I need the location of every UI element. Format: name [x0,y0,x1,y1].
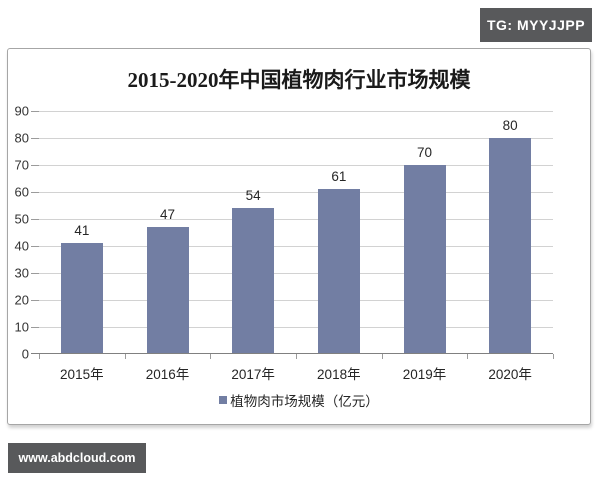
y-axis-label-30: 30 [14,265,29,281]
y-axis-label-90: 90 [14,103,29,119]
data-label-2015年: 41 [74,223,90,239]
bar-2016年 [146,227,189,353]
gridline-60 [39,192,553,193]
y-axis-label-60: 60 [14,184,29,200]
data-label-2019年: 70 [416,145,433,160]
gridline-70 [39,165,553,166]
x-axis-label-2020年: 2020年 [488,367,532,382]
plot-area: 0 10 20 30 40 50 60 70 80 90 41 2015年 47 2016年 54 2017年… [15,104,554,382]
website-badge: www.abdcloud.com [8,443,146,473]
legend-label: 植物肉市场规模（亿元） [230,394,379,409]
x-axis-tick [125,354,126,359]
y-axis-label-80: 80 [14,130,29,146]
y-axis-label-0: 0 [21,346,29,362]
y-axis-label-10: 10 [14,319,29,335]
y-tick-30 [31,273,39,274]
tg-badge: TG: MYYJJPP [480,8,592,42]
data-label-2018年: 61 [331,169,347,185]
gridline-90 [39,111,553,112]
y-tick-40 [31,246,39,247]
x-axis-tick [210,354,211,359]
bar-2020年 [489,138,532,353]
x-axis-tick [39,354,40,359]
x-axis-tick [382,354,383,359]
gridline-10 [39,327,553,328]
x-axis-label-2017年: 2017年 [231,367,275,382]
gridline-50 [39,219,553,220]
x-axis-tick [467,354,468,359]
y-tick-90 [31,111,39,112]
y-axis-label-50: 50 [14,211,29,227]
legend: 植物肉市场规模（亿元） [8,390,590,410]
y-tick-10 [31,327,39,328]
gridline-40 [39,246,553,247]
data-label-2017年: 54 [245,188,261,204]
bar-2019年 [403,165,446,353]
gridline-20 [39,300,553,301]
x-axis-line [31,353,553,354]
y-tick-20 [31,300,39,301]
gridline-30 [39,273,553,274]
y-tick-70 [31,165,39,166]
y-axis-label-40: 40 [14,238,29,254]
x-axis-tick [296,354,297,359]
chart-container: 2015-2020年中国植物肉行业市场规模 0 10 20 30 40 50 60 70 80 9… [7,48,591,425]
x-axis-label-2018年: 2018年 [317,367,361,382]
legend-marker-icon [219,396,228,404]
gridline-80 [39,138,553,139]
x-axis-label-2019年: 2019年 [402,367,447,382]
x-axis-label-2015年: 2015年 [60,367,104,382]
chart-title: 2015-2020年中国植物肉行业市场规模 [127,68,471,92]
y-axis-label-20: 20 [14,292,29,308]
bar-2017年 [232,208,275,353]
x-axis-label-2016年: 2016年 [145,367,190,382]
data-label-2016年: 47 [159,207,176,223]
y-tick-50 [31,219,39,220]
x-axis-tick [553,354,554,359]
data-label-2020年: 80 [502,118,518,133]
y-tick-60 [31,192,39,193]
y-axis-label-70: 70 [14,157,29,173]
bar-2015年 [60,243,103,353]
y-tick-80 [31,138,39,139]
bar-2018年 [317,189,360,353]
